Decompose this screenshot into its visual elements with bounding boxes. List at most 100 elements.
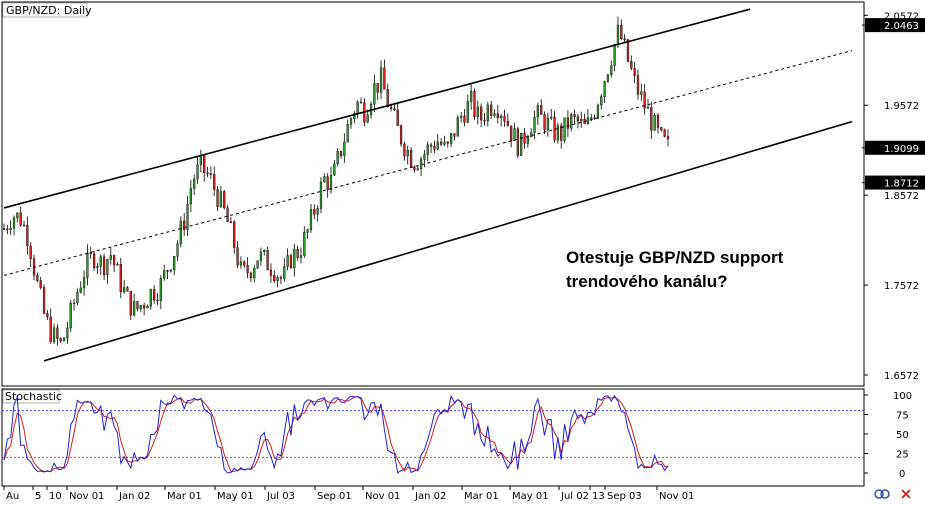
candle-body [293,248,296,268]
candle-body [329,174,333,190]
candle-body [346,124,349,143]
chart-title: GBP/NZD: Daily [6,4,92,17]
candle-body [426,144,429,155]
candle-body [520,132,523,156]
stochastic-main-line [3,394,669,474]
candle-body [606,74,610,82]
link-icon-ring [880,489,890,499]
candle-body [243,261,246,266]
candle-body [99,256,102,267]
candle-body [483,119,486,122]
stochastic-axis-label: 25 [896,450,909,461]
price-tag-label: 2.0463 [884,21,919,32]
candle-body [72,302,76,305]
candle-body [660,127,663,131]
x-axis-label: May 01 [217,491,254,502]
price-axis-label: 1.7572 [884,281,919,292]
candle-body [486,104,489,121]
candle-body [326,176,329,190]
candle-body [533,116,536,133]
price-tag-box [865,175,925,190]
candle-body [423,154,426,160]
candle-body [319,181,323,209]
price-axis-label: 1.6572 [884,371,919,382]
candle-body [443,141,446,145]
candle-body [296,248,299,259]
candle-body [656,115,660,128]
candle-body [386,89,389,108]
candle-body [59,338,62,342]
stochastic-axis-label: 0 [899,469,905,480]
candle-body [189,188,192,205]
candle-body [226,207,229,222]
chart-annotation: Otestuje GBP/NZD support trendového kaná… [566,246,783,294]
candle-body [396,109,399,126]
price-axis-label: 2.0572 [884,11,919,22]
price-tag-label: 1.8712 [884,179,919,190]
stochastic-axis-label: 100 [893,391,912,402]
candle-body [563,117,566,141]
candle-body [303,232,306,256]
candle-body [600,96,603,106]
candle-body [126,287,129,292]
candle-body [506,121,509,126]
candle-body [129,291,132,316]
candle-body [463,115,466,123]
candle-body [480,106,483,121]
candle-body [299,255,303,259]
candle-body [156,299,159,302]
candle-body [66,327,69,339]
candle-body [646,107,650,109]
price-tag-label: 1.9099 [884,144,919,155]
candle-body [153,289,156,301]
candle-body [616,24,620,45]
candle-body [503,115,506,122]
candle-body [406,150,409,157]
candle-body [436,141,439,150]
candle-body [453,133,456,137]
candle-body [283,266,286,279]
candle-body [92,253,96,268]
candle-body [36,275,39,281]
candle-body [316,208,319,215]
candle-body [349,118,353,125]
candle-body [570,114,573,129]
candle-body [636,75,640,95]
candle-body [460,115,463,118]
candle-body [29,245,32,259]
candle-body [79,287,82,293]
candle-body [163,270,166,279]
candle-body [253,268,256,279]
price-tag-box [865,18,925,33]
link-icon [874,489,884,499]
x-axis-label: Mar 01 [464,491,499,502]
candle-body [456,117,459,137]
x-axis-label: Nov 01 [659,491,694,502]
candle-body [149,289,152,307]
candle-body [560,125,563,141]
candle-body [229,221,233,223]
candle-body [490,104,493,116]
candle-body [556,125,560,141]
candle-body [466,101,469,123]
candle-body [376,83,379,93]
candle-body [246,264,249,274]
candle-body [633,68,636,76]
candle-body [473,90,476,117]
candle-body [86,252,89,278]
candle-body [173,256,176,271]
candle-body [546,117,549,130]
candle-body [449,133,453,144]
candle-body [643,91,646,109]
candle-body [446,141,449,144]
candle-body [493,113,496,116]
candle-body [540,105,543,115]
price-pane-frame [1,1,865,387]
candle-body [610,65,613,75]
stochastic-title: Stochastic [5,390,62,403]
candle-body [276,277,279,281]
candle-body [2,228,6,230]
close-icon-stroke [901,489,911,499]
candle-body [186,203,189,230]
candle-body [413,166,416,171]
